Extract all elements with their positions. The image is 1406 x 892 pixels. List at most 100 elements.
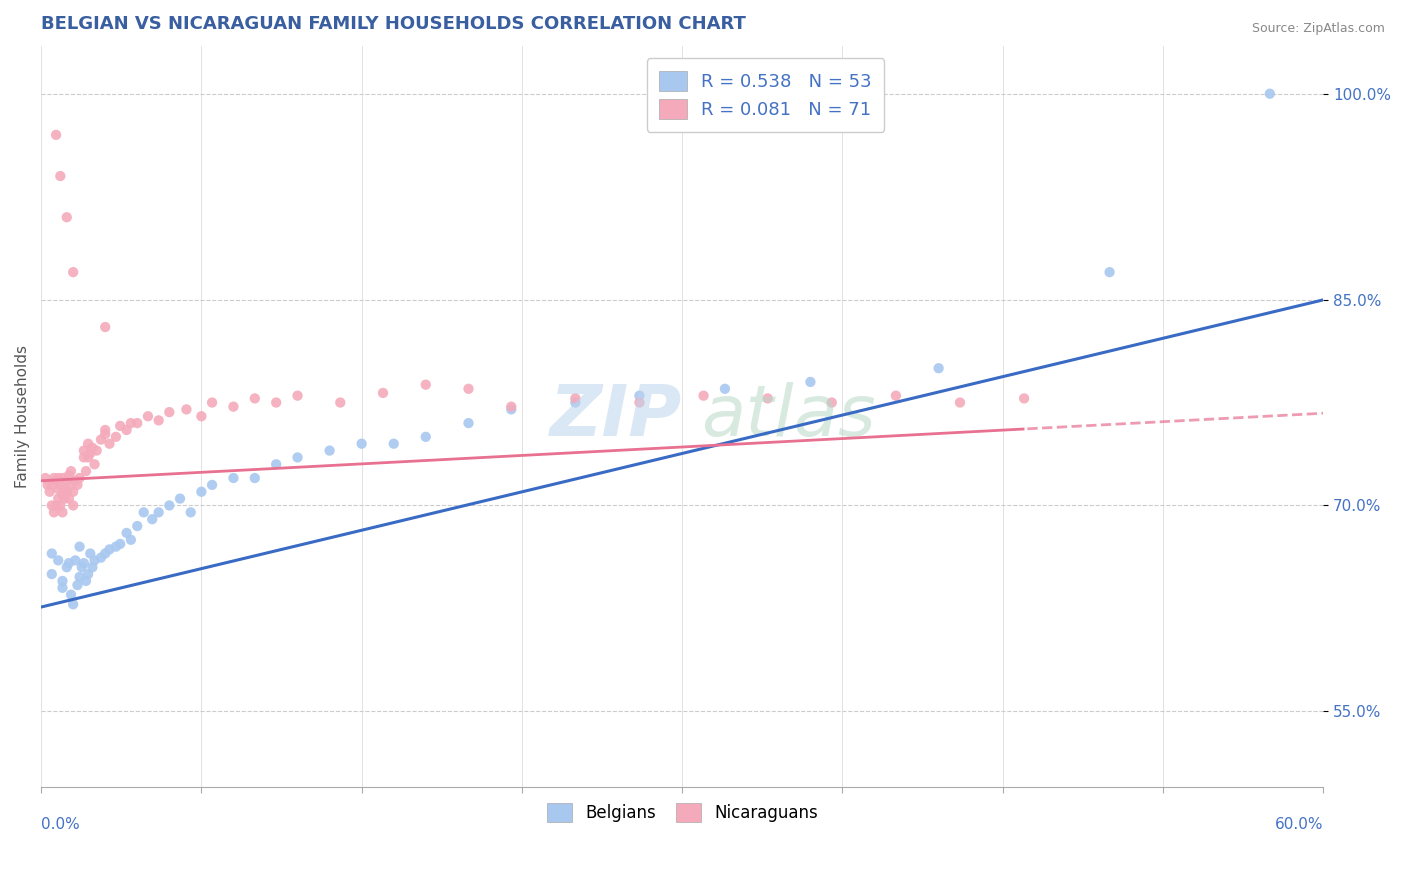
- Point: [69, 471, 91, 485]
- Point: [69, 540, 91, 554]
- Point: [287, 450, 309, 465]
- Point: [157, 499, 180, 513]
- Point: [41, 567, 63, 582]
- Point: [949, 395, 972, 409]
- Point: [94, 427, 117, 442]
- Point: [692, 389, 714, 403]
- Point: [51, 505, 73, 519]
- Point: [382, 436, 405, 450]
- Point: [65, 553, 87, 567]
- Point: [148, 505, 170, 519]
- Point: [34, 471, 56, 485]
- Point: [55, 474, 77, 488]
- Point: [104, 430, 127, 444]
- Y-axis label: Family Households: Family Households: [15, 344, 30, 488]
- Point: [264, 458, 287, 472]
- Point: [73, 556, 96, 570]
- Point: [1012, 392, 1035, 406]
- Point: [49, 499, 72, 513]
- Point: [62, 499, 84, 513]
- Point: [51, 471, 73, 485]
- Point: [58, 468, 80, 483]
- Point: [350, 436, 373, 450]
- Legend: Belgians, Nicaraguans: Belgians, Nicaraguans: [538, 795, 827, 830]
- Point: [55, 560, 77, 574]
- Point: [53, 482, 76, 496]
- Point: [38, 484, 60, 499]
- Point: [82, 441, 104, 455]
- Point: [60, 478, 83, 492]
- Text: 60.0%: 60.0%: [1275, 817, 1323, 832]
- Point: [928, 361, 950, 376]
- Point: [90, 433, 112, 447]
- Point: [69, 570, 91, 584]
- Point: [190, 409, 212, 424]
- Point: [46, 471, 69, 485]
- Point: [83, 553, 105, 567]
- Text: BELGIAN VS NICARAGUAN FAMILY HOUSEHOLDS CORRELATION CHART: BELGIAN VS NICARAGUAN FAMILY HOUSEHOLDS …: [41, 15, 747, 33]
- Point: [86, 443, 108, 458]
- Point: [243, 392, 266, 406]
- Point: [46, 553, 69, 567]
- Point: [201, 478, 224, 492]
- Point: [756, 392, 779, 406]
- Point: [98, 542, 121, 557]
- Text: Source: ZipAtlas.com: Source: ZipAtlas.com: [1251, 22, 1385, 36]
- Point: [132, 505, 155, 519]
- Point: [628, 395, 651, 409]
- Point: [51, 487, 73, 501]
- Point: [51, 574, 73, 588]
- Point: [62, 484, 84, 499]
- Point: [371, 385, 394, 400]
- Point: [501, 402, 523, 417]
- Point: [77, 450, 100, 465]
- Point: [41, 499, 63, 513]
- Point: [243, 471, 266, 485]
- Point: [821, 395, 844, 409]
- Point: [46, 491, 69, 506]
- Point: [1258, 87, 1281, 101]
- Point: [49, 169, 72, 183]
- Point: [108, 418, 131, 433]
- Point: [75, 574, 97, 588]
- Point: [66, 478, 89, 492]
- Point: [49, 478, 72, 492]
- Text: atlas: atlas: [702, 382, 876, 450]
- Point: [77, 436, 100, 450]
- Point: [157, 405, 180, 419]
- Point: [62, 597, 84, 611]
- Point: [180, 505, 202, 519]
- Point: [65, 474, 87, 488]
- Point: [148, 413, 170, 427]
- Point: [94, 547, 117, 561]
- Point: [108, 537, 131, 551]
- Point: [115, 423, 138, 437]
- Point: [120, 416, 142, 430]
- Point: [53, 491, 76, 506]
- Point: [127, 519, 149, 533]
- Point: [62, 265, 84, 279]
- Point: [60, 588, 83, 602]
- Point: [42, 505, 65, 519]
- Point: [55, 211, 77, 225]
- Point: [120, 533, 142, 547]
- Point: [141, 512, 163, 526]
- Point: [45, 128, 67, 142]
- Point: [127, 416, 149, 430]
- Point: [222, 471, 245, 485]
- Point: [564, 392, 586, 406]
- Point: [564, 395, 586, 409]
- Point: [287, 389, 309, 403]
- Point: [115, 525, 138, 540]
- Point: [41, 478, 63, 492]
- Point: [176, 402, 198, 417]
- Text: ZIP: ZIP: [550, 382, 682, 450]
- Point: [83, 458, 105, 472]
- Point: [58, 556, 80, 570]
- Point: [457, 382, 479, 396]
- Point: [714, 382, 737, 396]
- Point: [42, 471, 65, 485]
- Point: [60, 464, 83, 478]
- Point: [190, 484, 212, 499]
- Point: [94, 423, 117, 437]
